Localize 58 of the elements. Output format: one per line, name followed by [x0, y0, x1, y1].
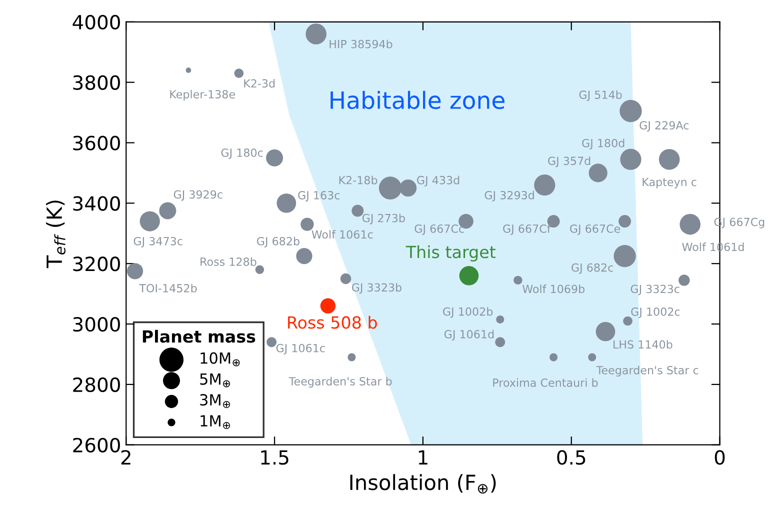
annotation: Teegarden's Star b [288, 376, 392, 388]
y-tick-label: 4000 [72, 14, 120, 30]
annotation: GJ 229Ac [640, 121, 689, 132]
annotation: GJ 682c [572, 263, 613, 274]
series-label: This target [406, 245, 496, 262]
y-axis-title: T$_{eff}$ (K) [46, 200, 66, 268]
annotation: GJ 3293d [484, 190, 534, 202]
legend-label: 3M$_{⊕}$ [200, 394, 230, 408]
annotation: GJ 357d [548, 156, 590, 168]
y-tick-label: 3200 [73, 256, 120, 272]
annotation: GJ 1002b [443, 307, 493, 318]
x-tick-label: 1.5 [261, 450, 288, 465]
annotation: GJ 667Cc [414, 224, 464, 235]
y-tick-label: 3800 [73, 75, 120, 90]
annotation: Proxima Centauri b [493, 378, 598, 387]
y-tick-label: 3400 [73, 196, 120, 211]
annotation: LHS 1140b [614, 340, 672, 349]
legend-label: 10M$_{⊕}$ [200, 352, 240, 366]
x-tick-label: 1 [418, 450, 428, 464]
annotation: GJ 1002c [631, 307, 680, 318]
annotation: GJ 433d [417, 176, 460, 186]
annotation: GJ 3323c [630, 284, 680, 296]
y-tick-label: 3600 [73, 136, 120, 150]
annotation: GJ 273b [362, 214, 405, 224]
annotation: HIP 38594b [330, 40, 392, 48]
y-tick-label: 2800 [73, 377, 120, 392]
annotation: GJ 1061c [276, 344, 325, 354]
annotation: GJ 3929c [174, 190, 222, 201]
annotation: Wolf 1069b [522, 284, 584, 294]
legend-label: 1M$_{⊕}$ [200, 415, 230, 430]
annotation: GJ 682b [256, 236, 300, 248]
annotation: Wolf 1061c [312, 230, 373, 239]
annotation: K2-3d [244, 78, 275, 88]
annotation: GJ 667Ce [570, 224, 620, 235]
x-tick-label: 0 [714, 450, 725, 465]
x-tick-label: 2 [121, 450, 130, 464]
annotation: Habitable zone [330, 90, 504, 110]
annotation: GJ 514b [579, 90, 622, 102]
y-tick-label: 3000 [73, 316, 120, 332]
x-tick-label: 0.5 [557, 450, 586, 465]
annotation: GJ 1061d [444, 330, 494, 340]
annotation: Ross 128b [200, 257, 256, 266]
annotation: TOI-1452b [139, 284, 197, 292]
legend-title: Planet mass [142, 330, 256, 343]
annotation: Kapteyn c [642, 178, 696, 188]
x-axis-title: Insolation (F$_{⊕}$) [350, 474, 496, 494]
annotation: Kepler-138e [170, 90, 235, 101]
series-label: Ross 508 b [288, 316, 377, 329]
annotation: K2-18b [339, 176, 378, 184]
annotation: GJ 3473c [134, 236, 182, 248]
annotation: GJ 180c [221, 148, 263, 159]
legend-label: 5M$_{⊕}$ [200, 373, 230, 388]
annotation: GJ 3323b [352, 283, 402, 294]
annotation: Teegarden's Star c [596, 366, 698, 377]
annotation: GJ 163c [298, 191, 340, 202]
annotation: GJ 667Cf [503, 224, 551, 235]
annotation: GJ 180d [582, 138, 624, 150]
y-tick-label: 2600 [73, 438, 120, 453]
